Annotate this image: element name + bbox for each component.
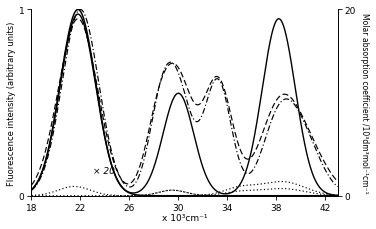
X-axis label: x 10³cm⁻¹: x 10³cm⁻¹ <box>162 213 207 222</box>
Y-axis label: Fluorescence intensity (arbitrary units): Fluorescence intensity (arbitrary units) <box>7 21 16 185</box>
Y-axis label: Molar absorption coefficient /10³dm³mol⁻¹cm⁻¹: Molar absorption coefficient /10³dm³mol⁻… <box>360 13 369 193</box>
Text: × 20: × 20 <box>92 167 115 176</box>
